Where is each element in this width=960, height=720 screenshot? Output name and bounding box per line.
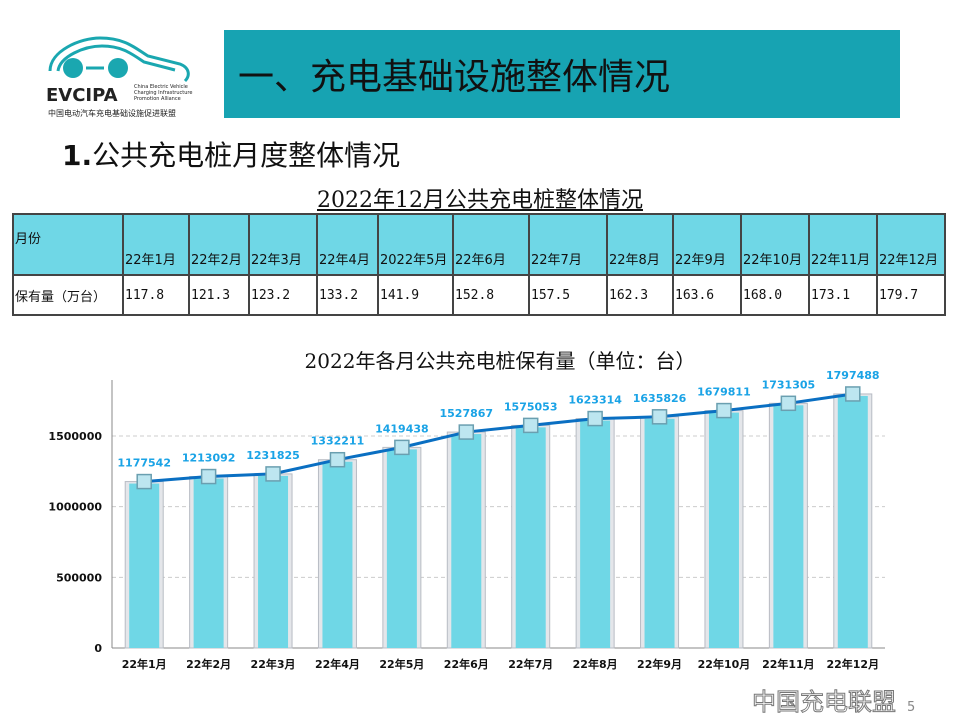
line-marker <box>329 451 346 468</box>
data-label: 1797488 <box>826 369 880 382</box>
logo: EVCIPA China Electric Vehicle Charging I… <box>40 26 200 121</box>
x-tick-label: 22年3月 <box>251 657 296 671</box>
bar <box>515 427 546 648</box>
svg-text:中国电动汽车充电基础设施促进联盟: 中国电动汽车充电基础设施促进联盟 <box>48 108 176 118</box>
month-header: 22年1月 <box>122 213 190 276</box>
value-cell: 133.2 <box>316 274 379 316</box>
svg-text:Charging Infrastructure: Charging Infrastructure <box>134 90 192 96</box>
x-tick-label: 22年2月 <box>186 657 231 671</box>
month-header: 22年10月 <box>740 213 810 276</box>
series-line <box>144 392 854 484</box>
value-cell: 123.2 <box>248 274 318 316</box>
line-marker <box>458 424 475 440</box>
month-header: 22年11月 <box>808 213 878 276</box>
svg-text:Promotion Alliance: Promotion Alliance <box>134 96 181 102</box>
value-cell: 168.0 <box>740 274 810 316</box>
x-tick-label: 22年12月 <box>826 657 879 671</box>
x-tick-label: 22年8月 <box>573 657 618 671</box>
bar <box>644 418 675 648</box>
x-tick-label: 22年7月 <box>508 657 553 671</box>
month-header: 22年3月 <box>248 213 318 276</box>
watermark: 中国充电联盟 <box>752 688 897 717</box>
month-header: 22年6月 <box>452 213 530 276</box>
bar <box>258 475 289 648</box>
data-label: 1623314 <box>568 394 622 407</box>
data-label: 1575053 <box>504 400 558 413</box>
row-label: 保有量（万台） <box>12 274 124 316</box>
line-marker <box>651 409 668 425</box>
bar <box>580 420 611 648</box>
line-marker <box>522 417 539 434</box>
line-marker <box>136 473 152 490</box>
bar <box>708 412 739 648</box>
y-tick-label: 1000000 <box>48 501 102 514</box>
month-header: 22年4月 <box>316 213 379 276</box>
month-header: 22年8月 <box>606 213 674 276</box>
month-header: 2022年5月 <box>377 213 454 276</box>
value-cell: 162.3 <box>606 274 674 316</box>
value-cell: 152.8 <box>452 274 530 316</box>
bar <box>193 478 224 648</box>
line-marker <box>780 395 797 412</box>
table-row: 保有量（万台） 117.8 121.3 123.2 133.2 141.9 152.8 157… <box>12 274 946 316</box>
value-cell: 141.9 <box>377 274 454 316</box>
bar-chart: 2022年各月公共充电桩保有量（单位：台） 0 500000 1000000 15000… <box>48 349 885 671</box>
y-tick-label: 0 <box>94 642 102 655</box>
value-cell: 179.7 <box>876 274 946 316</box>
logo-english-text: China Electric Vehicle Charging Infrastr… <box>134 84 192 102</box>
data-label: 1231825 <box>246 449 300 462</box>
header-banner: 一、充电基础设施整体情况 <box>224 30 900 118</box>
x-tick-label: 22年4月 <box>315 657 360 671</box>
x-tick-label: 22年11月 <box>762 657 815 671</box>
data-label: 1419438 <box>375 422 429 435</box>
chart-title: 2022年各月公共充电桩保有量（单位：台） <box>305 349 696 373</box>
month-header: 22年9月 <box>672 213 742 276</box>
svg-text:EVCIPA: EVCIPA <box>46 85 118 106</box>
month-header: 22年7月 <box>528 213 608 276</box>
table-title: 2022年12月公共充电桩整体情况 <box>317 188 643 213</box>
x-tick-label: 22年5月 <box>379 657 424 671</box>
value-cell: 157.5 <box>528 274 608 316</box>
line-marker <box>265 466 281 482</box>
data-label: 1635826 <box>633 392 687 405</box>
data-label: 1177542 <box>117 457 171 470</box>
x-tick-label: 22年1月 <box>122 657 167 671</box>
bar <box>386 449 417 648</box>
bar <box>322 461 353 648</box>
data-label: 1332211 <box>311 435 365 448</box>
line-marker <box>200 468 217 485</box>
svg-text:China Electric Vehicle: China Electric Vehicle <box>134 84 188 90</box>
bar <box>773 405 804 648</box>
line-marker <box>587 410 603 427</box>
data-label: 1679811 <box>697 386 751 399</box>
bar <box>129 483 160 648</box>
month-header: 22年12月 <box>876 213 946 276</box>
value-cell: 117.8 <box>122 274 190 316</box>
row-label: 月份 <box>12 213 124 276</box>
data-table: 月份 22年1月 22年2月 22年3月 22年4月 2022年5月 22年6月 22年7月 2… <box>12 213 946 316</box>
line-marker <box>394 439 410 456</box>
data-label: 1213092 <box>182 452 236 465</box>
bar <box>837 395 868 648</box>
value-cell: 173.1 <box>808 274 878 316</box>
x-tick-label: 22年6月 <box>444 657 489 671</box>
data-label: 1731305 <box>762 378 816 391</box>
x-tick-label: 22年9月 <box>637 657 682 671</box>
data-label: 1527867 <box>440 407 494 420</box>
table-header-row: 月份 22年1月 22年2月 22年3月 22年4月 2022年5月 22年6月 22年7月 2… <box>12 213 946 276</box>
page-title: 一、充电基础设施整体情况 <box>238 57 671 98</box>
value-cell: 163.6 <box>672 274 742 316</box>
y-tick-label: 1500000 <box>48 430 102 443</box>
section-subtitle: 1.公共充电桩月度整体情况 <box>62 139 401 172</box>
x-tick-label: 22年10月 <box>698 657 751 671</box>
month-header: 22年2月 <box>188 213 250 276</box>
page-number: 5 <box>907 700 916 715</box>
line-marker <box>845 386 861 402</box>
line-marker <box>716 402 732 419</box>
y-tick-label: 500000 <box>56 571 102 584</box>
value-cell: 121.3 <box>188 274 250 316</box>
bar <box>451 434 482 648</box>
